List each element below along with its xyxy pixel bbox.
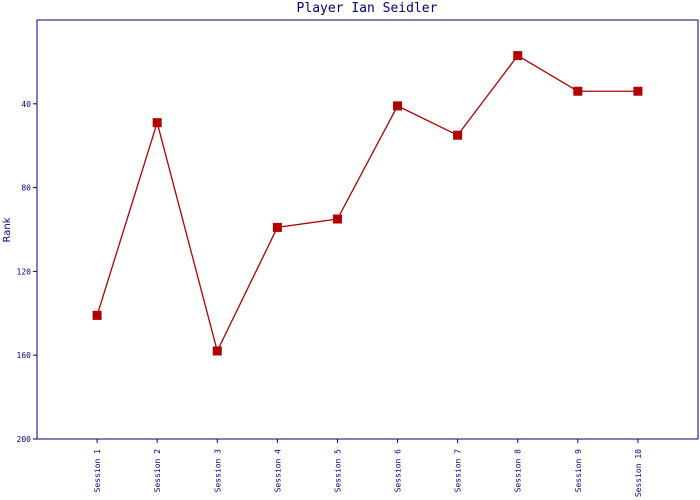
y-tick-label: 200 [17, 435, 32, 444]
point-marker [212, 346, 222, 356]
y-tick-label: 120 [17, 267, 32, 276]
y-tick-label: 80 [21, 184, 31, 193]
point-marker [393, 101, 403, 111]
x-tick-label: Session 3 [213, 449, 222, 493]
x-tick-label: Session 7 [454, 449, 463, 493]
chart-title: Player Ian Seidler [297, 1, 438, 16]
point-marker [92, 310, 102, 320]
point-marker [152, 118, 162, 128]
point-marker [513, 51, 523, 61]
x-tick-label: Session 10 [634, 449, 643, 497]
point-marker [332, 214, 342, 224]
point-marker [573, 86, 583, 96]
x-tick-label: Session 4 [273, 449, 282, 493]
y-tick-label: 40 [21, 100, 31, 109]
x-tick-label: Session 1 [93, 449, 102, 493]
y-axis-label: Rank [2, 217, 13, 242]
point-marker [633, 86, 643, 96]
plot-frame [36, 19, 699, 440]
x-tick-label: Session 8 [514, 449, 523, 493]
y-tick-label: 160 [17, 351, 32, 360]
point-marker [453, 130, 463, 140]
x-tick-label: Session 5 [333, 449, 342, 493]
x-tick-label: Session 2 [153, 449, 162, 493]
x-tick-label: Session 9 [574, 449, 583, 493]
point-marker [272, 222, 282, 232]
x-tick-label: Session 6 [394, 449, 403, 493]
series-line [96, 54, 638, 353]
